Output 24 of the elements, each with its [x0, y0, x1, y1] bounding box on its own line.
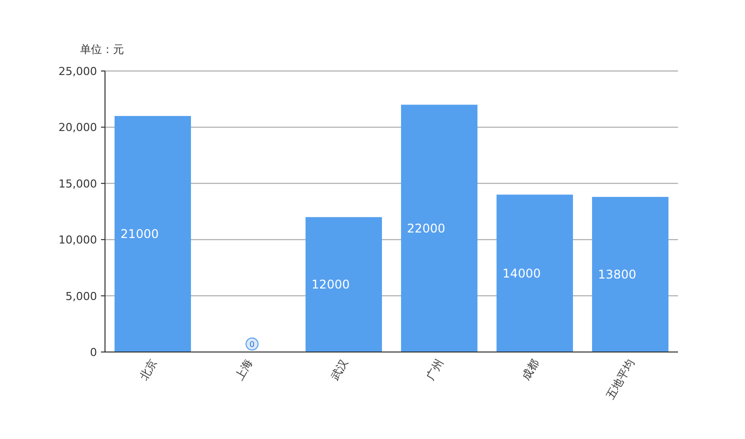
data-label: 14000 [502, 266, 541, 280]
bar [401, 104, 478, 352]
data-label: 13800 [598, 267, 636, 282]
data-label: 12000 [312, 278, 350, 292]
x-tick-label: 五地平均 [604, 357, 637, 402]
bar [306, 217, 382, 352]
y-axis-title: 单位：元 [80, 43, 124, 56]
y-tick-label: 0 [90, 346, 97, 359]
y-tick-label: 20,000 [58, 121, 97, 134]
y-tick-label: 5,000 [66, 290, 97, 303]
x-tick-label: 武汉 [328, 357, 350, 383]
bar [496, 194, 573, 352]
data-label: 0 [250, 340, 255, 349]
y-tick-label: 15,000 [58, 177, 97, 190]
x-tick-label: 广州 [424, 357, 446, 383]
x-tick-label: 成都 [519, 357, 542, 383]
x-tick-label: 北京 [137, 357, 160, 383]
data-label: 21000 [120, 226, 159, 241]
bar [114, 116, 191, 352]
y-tick-label: 10,000 [58, 234, 97, 247]
y-tick-label: 25,000 [58, 65, 97, 78]
bar [592, 196, 668, 352]
data-label: 22000 [407, 221, 446, 236]
x-tick-label: 上海 [232, 357, 255, 383]
